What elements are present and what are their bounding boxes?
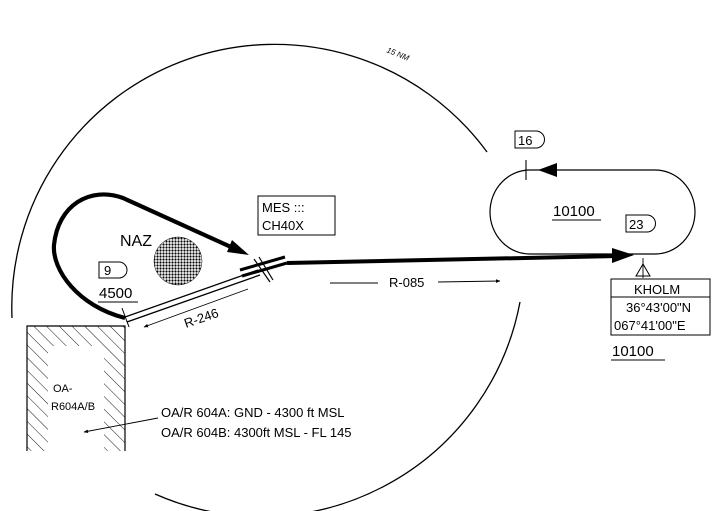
outbound-track-arrowhead [612, 248, 634, 263]
left-hold-altitude: 4500 [99, 285, 132, 302]
left-hold-time-value: 9 [104, 263, 111, 278]
left-holding-pattern [51, 192, 243, 321]
restricted-area [26, 325, 126, 451]
waypoint-info-box [610, 278, 711, 336]
inbound-radial-arrow [143, 288, 249, 328]
waypoint-longitude: 067°41'00"E [614, 318, 686, 333]
right-hold-altitude: 10100 [553, 203, 595, 220]
outbound-radial-label: R-085 [389, 275, 424, 290]
fix-23-box [625, 214, 656, 233]
outbound-track [286, 254, 619, 265]
restriction-note-a: OA/R 604A: GND - 4300 ft MSL [161, 405, 345, 420]
fix-23-value: 23 [629, 217, 643, 232]
station-channel: CH40X [262, 218, 304, 233]
left-hold-arrowhead [227, 240, 249, 255]
inbound-radial-label: R-246 [182, 305, 220, 331]
station-box [257, 195, 336, 236]
right-holding-pattern [489, 169, 696, 255]
waypoint-latitude: 36°43'00"N [626, 300, 691, 315]
waypoint-name: KHOLM [634, 282, 680, 297]
restricted-area-name-line1: OA- [53, 383, 73, 395]
waypoint-altitude: 10100 [612, 343, 654, 360]
station-ident: MES ::: [262, 200, 305, 215]
restricted-area-name-line2: R604A/B [51, 401, 95, 413]
outbound-radial-arrow-right [437, 279, 501, 283]
right-hold-time-box [514, 130, 545, 149]
range-ring-label: 15 NM [385, 46, 411, 63]
restriction-leader-arrow [83, 417, 159, 434]
waypoint-symbol [635, 258, 651, 278]
inbound-leg-r246 [124, 269, 261, 323]
navaid-label: NAZ [120, 233, 152, 250]
range-ring-15nm [11, 43, 521, 511]
restriction-note-b: OA/R 604B: 4300ft MSL - FL 145 [161, 425, 352, 440]
station-symbol [239, 255, 288, 283]
left-hold-time-box [98, 261, 128, 279]
right-hold-direction-arrow [538, 163, 557, 177]
navaid-symbol [153, 236, 203, 286]
right-hold-time-value: 16 [518, 133, 532, 148]
